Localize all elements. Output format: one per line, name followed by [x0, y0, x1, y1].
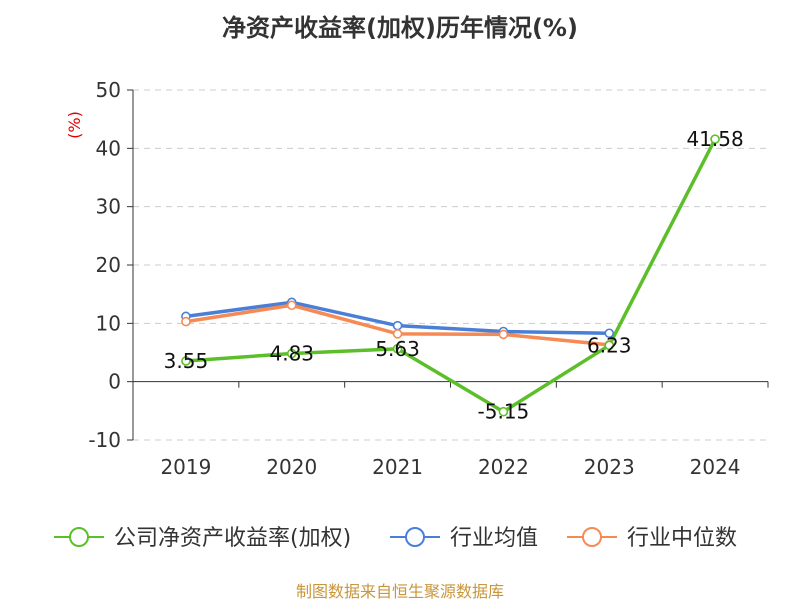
legend-label: 公司净资产收益率(加权) [114, 526, 351, 551]
data-point [286, 300, 297, 311]
data-labels: 3.55 4.83 5.63 -5.15 6.23 41.58 [164, 127, 744, 424]
data-label: 41.58 [686, 127, 743, 151]
legend-label: 行业中位数 [627, 526, 737, 551]
series-lines [185, 138, 717, 414]
data-point [498, 329, 509, 340]
x-tick-label: 2023 [584, 455, 635, 479]
y-tick-label: 10 [96, 311, 121, 335]
data-point [392, 329, 403, 339]
source-note: 制图数据来自恒生聚源数据库 [295, 582, 504, 601]
y-axis-unit: (%) [65, 111, 84, 139]
axes: -10 0 10 20 30 40 50 2019 2020 2021 2022 2023 2024 (%… [65, 78, 769, 479]
x-tick-label: 2020 [266, 455, 317, 479]
legend-label: 行业均值 [450, 526, 538, 551]
data-point [181, 356, 191, 366]
data-point [392, 344, 403, 354]
data-point [710, 134, 720, 144]
y-tick-label: -10 [88, 428, 121, 452]
data-label: 3.55 [164, 349, 209, 373]
x-tick-label: 2021 [372, 455, 423, 479]
data-point [604, 328, 615, 339]
data-point [392, 320, 403, 331]
y-tick-label: 50 [96, 78, 121, 102]
legend: 公司净资产收益率(加权) 行业均值 行业中位数 [54, 526, 737, 551]
y-tick-label: 20 [96, 253, 121, 277]
y-tick-label: 30 [96, 195, 121, 219]
y-tick-label: 0 [108, 370, 121, 394]
data-point [286, 348, 297, 359]
data-point [181, 316, 191, 327]
series-line [185, 138, 717, 414]
data-label: 6.23 [587, 333, 632, 357]
chart-title: 净资产收益率(加权)历年情况(%) [222, 14, 578, 42]
data-point [604, 340, 615, 351]
data-label: -5.15 [478, 400, 530, 424]
legend-marker [582, 527, 602, 547]
x-tick-label: 2019 [160, 455, 211, 479]
x-tick-label: 2022 [478, 455, 529, 479]
data-point [498, 406, 509, 417]
legend-marker [405, 527, 425, 547]
series-points [181, 134, 720, 417]
y-tick-label: 40 [96, 136, 121, 160]
data-label: 4.83 [269, 341, 314, 365]
legend-marker [69, 527, 89, 547]
x-tick-label: 2024 [690, 455, 741, 479]
data-label: 5.63 [375, 337, 420, 361]
gridlines [133, 89, 768, 441]
